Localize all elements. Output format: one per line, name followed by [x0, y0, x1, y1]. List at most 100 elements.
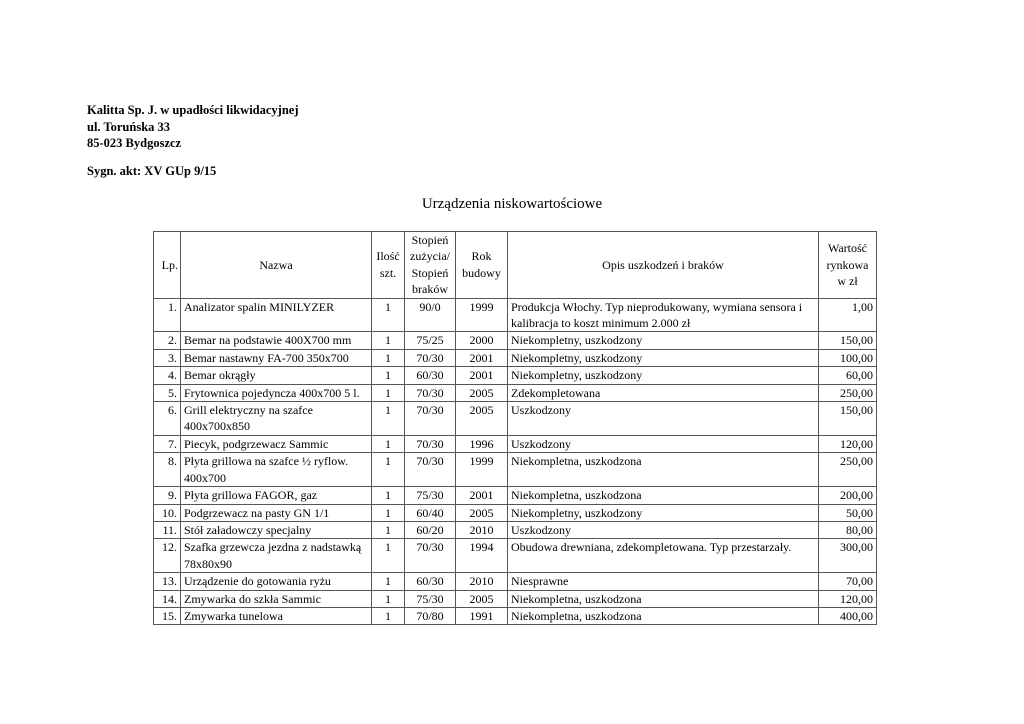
item-name: Płyta grillowa na szafce ½ ryflow. 400x7… — [180, 452, 372, 488]
table-row: 10. Podgrzewacz na pasty GN 1/1 1 60/40 2005… — [153, 503, 877, 522]
damage-description: Zdekompletowana — [507, 383, 819, 403]
item-name: Stół załadowczy specjalny — [180, 520, 372, 540]
row-number: 1. — [153, 297, 181, 333]
quantity: 1 — [371, 503, 405, 522]
row-number: 3. — [153, 348, 181, 368]
build-year: 1994 — [455, 538, 508, 574]
quantity: 1 — [371, 538, 405, 574]
table-row: 3. Bemar nastawny FA-700 350x700 1 70/30 200… — [153, 348, 877, 368]
market-value: 120,00 — [818, 589, 877, 608]
damage-description: Niekompletny, uszkodzony — [507, 503, 819, 522]
build-year: 2010 — [455, 572, 508, 591]
company-name: Kalitta Sp. J. w upadłości likwidacyjnej — [87, 103, 299, 117]
market-value: 120,00 — [818, 434, 877, 454]
item-name: Płyta grillowa FAGOR, gaz — [180, 486, 372, 505]
table-row: 9. Płyta grillowa FAGOR, gaz 1 75/30 2001 Nie… — [153, 486, 877, 505]
damage-description: Niekompletna, uszkodzona — [507, 486, 819, 505]
item-name: Bemar okrągły — [180, 366, 372, 385]
wear-degree: 60/40 — [404, 503, 456, 522]
wear-degree: 70/30 — [404, 538, 456, 574]
market-value: 100,00 — [818, 348, 877, 368]
column-header-name: Nazwa — [180, 231, 372, 299]
build-year: 1991 — [455, 606, 508, 626]
column-header-description: Opis uszkodzeń i braków — [507, 231, 819, 299]
damage-description: Niesprawne — [507, 572, 819, 591]
damage-description: Niekompletna, uszkodzona — [507, 452, 819, 488]
wear-degree: 70/30 — [404, 383, 456, 403]
row-number: 4. — [153, 366, 181, 385]
damage-description: Uszkodzony — [507, 434, 819, 454]
table-header-row: Lp. Nazwa Ilość szt. Stopień zużycia/ St… — [153, 231, 877, 299]
market-value: 250,00 — [818, 452, 877, 488]
wear-degree: 70/30 — [404, 434, 456, 454]
company-address-block: Kalitta Sp. J. w upadłości likwidacyjnej… — [87, 102, 299, 152]
row-number: 15. — [153, 606, 181, 626]
row-number: 10. — [153, 503, 181, 522]
build-year: 2005 — [455, 401, 508, 436]
build-year: 1999 — [455, 452, 508, 488]
damage-description: Niekompletna, uszkodzona — [507, 589, 819, 608]
damage-description: Uszkodzony — [507, 520, 819, 540]
market-value: 1,00 — [818, 297, 877, 333]
build-year: 2005 — [455, 503, 508, 522]
build-year: 1999 — [455, 297, 508, 333]
table-row: 14. Zmywarka do szkła Sammic 1 75/30 2005 Nie… — [153, 589, 877, 608]
wear-degree: 70/80 — [404, 606, 456, 626]
street-address: ul. Toruńska 33 — [87, 119, 171, 134]
quantity: 1 — [371, 589, 405, 608]
build-year: 2000 — [455, 331, 508, 350]
column-header-wear: Stopień zużycia/ Stopień braków — [404, 231, 456, 299]
market-value: 150,00 — [818, 401, 877, 436]
quantity: 1 — [371, 331, 405, 350]
table-row: 11. Stół załadowczy specjalny 1 60/20 2010 Us… — [153, 520, 877, 540]
quantity: 1 — [371, 572, 405, 591]
row-number: 13. — [153, 572, 181, 591]
wear-degree: 70/30 — [404, 452, 456, 488]
wear-degree: 60/20 — [404, 520, 456, 540]
market-value: 300,00 — [818, 538, 877, 574]
column-header-quantity: Ilość szt. — [371, 231, 405, 299]
quantity: 1 — [371, 366, 405, 385]
table-row: 8. Płyta grillowa na szafce ½ ryflow. 400… — [153, 452, 877, 488]
row-number: 7. — [153, 434, 181, 454]
row-number: 11. — [153, 520, 181, 540]
row-number: 9. — [153, 486, 181, 505]
column-header-value: Wartość rynkowa w zł — [818, 231, 877, 299]
damage-description: Obudowa drewniana, zdekompletowana. Typ … — [507, 538, 819, 574]
row-number: 12. — [153, 538, 181, 574]
table-row: 6. Grill elektryczny na szafce 400x700x85… — [153, 401, 877, 436]
wear-degree: 90/0 — [404, 297, 456, 333]
quantity: 1 — [371, 486, 405, 505]
quantity: 1 — [371, 297, 405, 333]
table-row: 4. Bemar okrągły 1 60/30 2001 Niekompletny, u… — [153, 366, 877, 385]
city-address: 85-023 Bydgoszcz — [87, 136, 182, 150]
build-year: 2010 — [455, 520, 508, 540]
market-value: 60,00 — [818, 366, 877, 385]
build-year: 2001 — [455, 366, 508, 385]
item-name: Bemar nastawny FA-700 350x700 — [180, 348, 372, 368]
market-value: 70,00 — [818, 572, 877, 591]
build-year: 2001 — [455, 348, 508, 368]
wear-degree: 70/30 — [404, 401, 456, 436]
quantity: 1 — [371, 348, 405, 368]
market-value: 80,00 — [818, 520, 877, 540]
row-number: 6. — [153, 401, 181, 436]
market-value: 50,00 — [818, 503, 877, 522]
item-name: Zmywarka do szkła Sammic — [180, 589, 372, 608]
item-name: Frytownica pojedyncza 400x700 5 l. — [180, 383, 372, 403]
quantity: 1 — [371, 520, 405, 540]
row-number: 5. — [153, 383, 181, 403]
wear-degree: 75/30 — [404, 486, 456, 505]
quantity: 1 — [371, 434, 405, 454]
wear-degree: 70/30 — [404, 348, 456, 368]
table-row: 7. Piecyk, podgrzewacz Sammic 1 70/30 1996 Us… — [153, 434, 877, 454]
table-row: 12. Szafka grzewcza jezdna z nadstawką 78… — [153, 538, 877, 574]
damage-description: Niekompletny, uszkodzony — [507, 348, 819, 368]
damage-description: Produkcja Włochy. Typ nieprodukowany, wy… — [507, 297, 819, 333]
table-row: 1. Analizator spalin MINILYZER 1 90/0 1999 Pr… — [153, 297, 877, 333]
quantity: 1 — [371, 452, 405, 488]
quantity: 1 — [371, 606, 405, 626]
column-header-year: Rok budowy — [455, 231, 508, 299]
wear-degree: 60/30 — [404, 572, 456, 591]
item-name: Piecyk, podgrzewacz Sammic — [180, 434, 372, 454]
